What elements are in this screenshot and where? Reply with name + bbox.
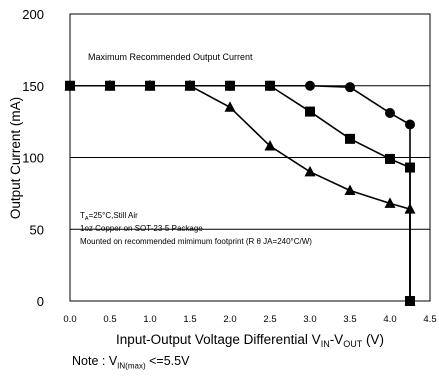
data-point-triangle (384, 197, 396, 208)
data-point-square (385, 153, 395, 164)
data-point-triangle (64, 79, 76, 91)
y-tick-label: 150 (22, 79, 44, 94)
y-tick-label: 100 (22, 151, 44, 166)
series-triangle (64, 79, 416, 306)
data-point-triangle (344, 184, 356, 196)
condition-temperature: TA=25°C,Still Air (80, 211, 138, 222)
x-axis-title: Input-Output Voltage Differential VIN-VO… (116, 332, 384, 349)
condition-mount: Mounted on recommended mimimum footprint… (80, 237, 312, 246)
x-tick-label: 1.0 (143, 314, 156, 325)
condition-copper: 1oz Copper on SOT-23-5 Package (80, 224, 203, 233)
x-tick-label: 4.5 (423, 314, 436, 325)
data-point-circle (305, 80, 315, 91)
x-tick-label: 2.5 (263, 314, 276, 325)
y-tick-label: 50 (30, 222, 44, 237)
x-tick-label: 0.5 (103, 314, 116, 325)
data-point-square (405, 162, 415, 173)
series-layer (64, 79, 416, 306)
tick-labels: 0.0 0.5 1.0 1.5 2.0 2.5 3.0 3.5 4.0 4.5 0 50 100 150 2… (22, 7, 436, 325)
x-tick-label: 3.0 (303, 314, 316, 325)
x-tick-label: 2.0 (223, 314, 236, 325)
data-point-triangle (304, 165, 316, 177)
data-point-triangle (404, 295, 416, 306)
y-tick-label: 0 (37, 294, 44, 309)
data-point-circle (405, 119, 415, 130)
data-point-square (345, 133, 355, 144)
data-point-triangle (264, 140, 276, 151)
x-tick-label: 0.0 (63, 314, 76, 325)
data-point-circle (385, 108, 395, 119)
data-point-square (225, 80, 235, 91)
inner-title: Maximum Recommended Output Current (88, 52, 253, 62)
x-tick-label: 4.0 (383, 314, 396, 325)
data-point-triangle (144, 79, 156, 91)
y-axis-title: Output Current (mA) (8, 97, 23, 219)
x-tick-label: 3.5 (343, 314, 356, 325)
data-point-square (265, 80, 275, 91)
note: Note : VIN(max) <=5.5V (72, 354, 190, 371)
data-point-square (305, 106, 315, 117)
x-tick-label: 1.5 (183, 314, 196, 325)
data-point-triangle (184, 79, 196, 91)
data-point-circle (345, 82, 355, 93)
data-point-triangle (404, 203, 416, 214)
data-point-triangle (224, 101, 236, 112)
data-point-triangle (104, 79, 116, 91)
y-tick-label: 200 (22, 7, 44, 22)
